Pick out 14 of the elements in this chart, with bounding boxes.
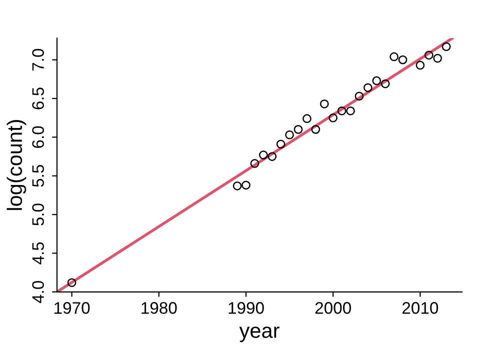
- y-tick-label: 5.5: [32, 164, 44, 187]
- x-tick-label: 1970: [54, 302, 90, 314]
- x-tick-label: 2010: [402, 302, 438, 314]
- y-tick-label: 5.0: [32, 204, 44, 226]
- y-tick-label: 4.0: [32, 280, 44, 304]
- y-tick-label: 6.5: [32, 88, 44, 110]
- x-tick-label: 1980: [142, 302, 177, 314]
- x-tick-label: 2000: [315, 302, 351, 314]
- y-tick-label: 6.0: [32, 126, 44, 148]
- x-tick-label: 1990: [228, 302, 264, 314]
- y-tick-label: 4.5: [32, 242, 44, 264]
- y-tick-label: 7.0: [32, 48, 44, 71]
- y-axis-title: log(count): [6, 120, 26, 210]
- x-axis-title: year: [239, 326, 280, 342]
